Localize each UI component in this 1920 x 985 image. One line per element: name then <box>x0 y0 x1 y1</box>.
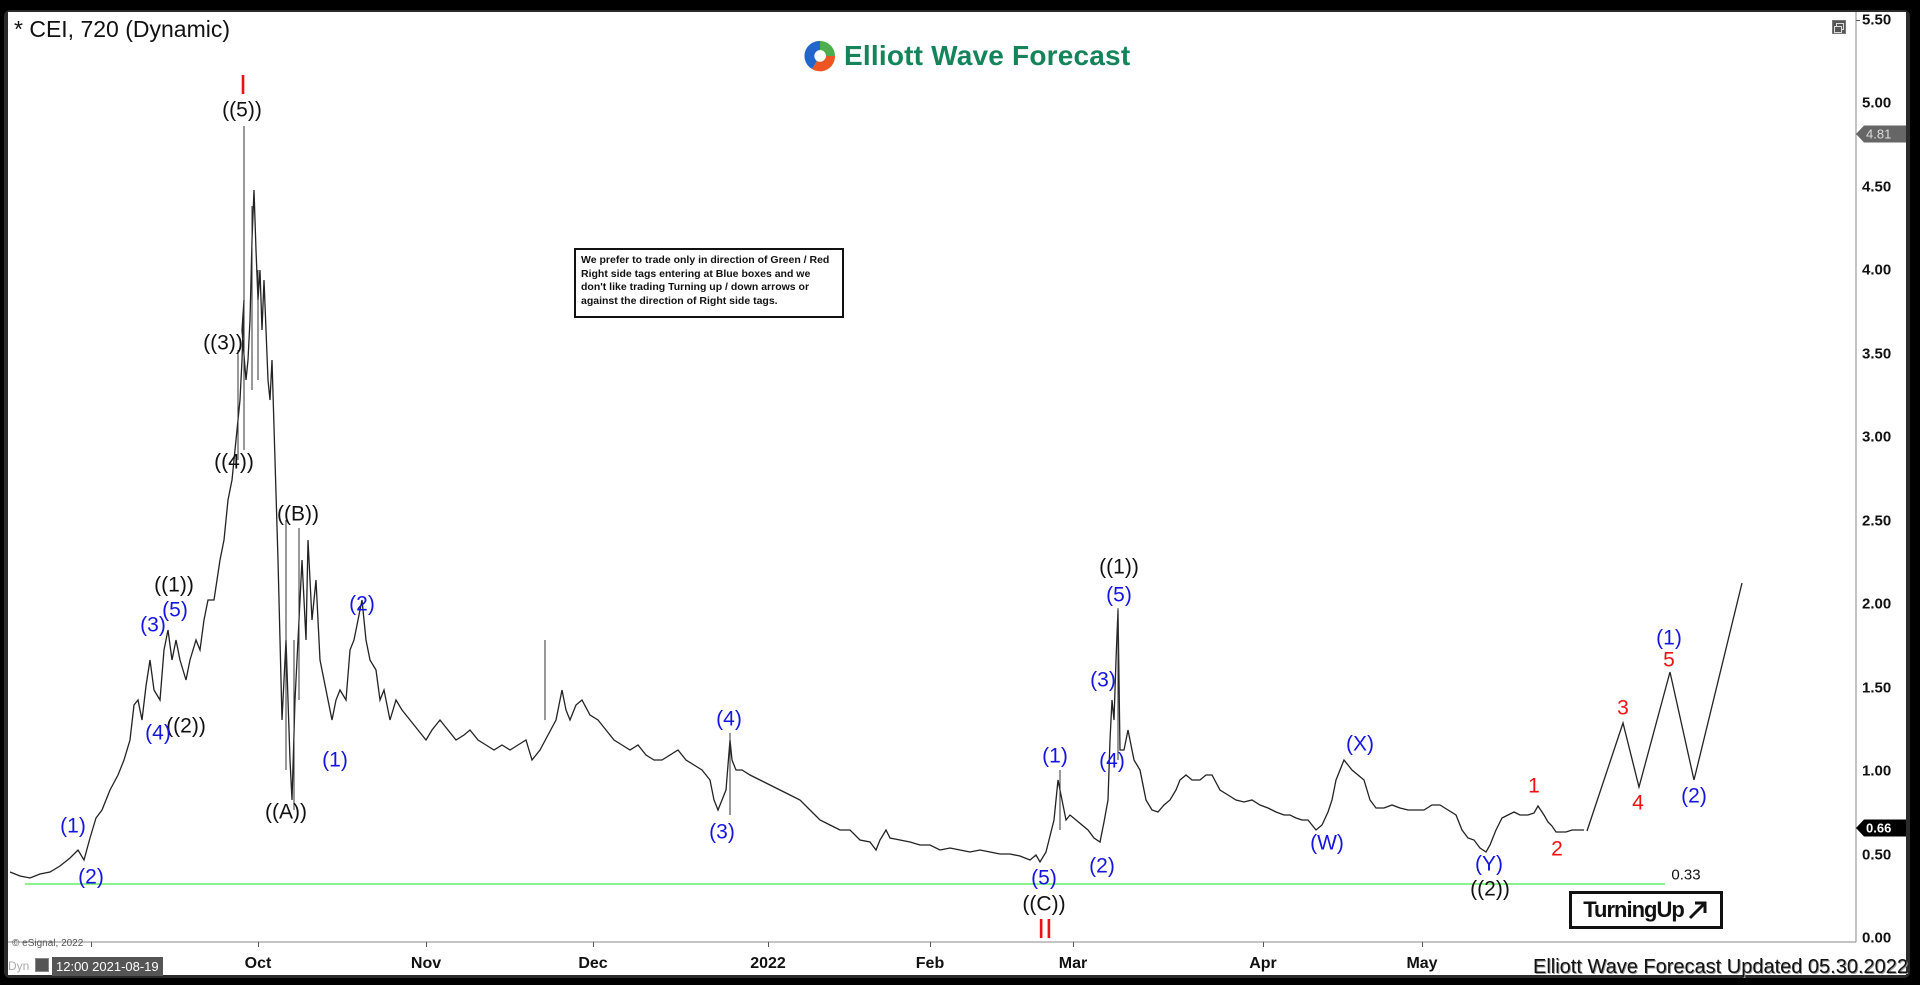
wave-label: ((B)) <box>277 502 319 526</box>
wave-label: (4) <box>1099 749 1125 773</box>
ytick-label: 2.00 <box>1862 595 1892 613</box>
restore-window-icon[interactable] <box>1832 20 1846 34</box>
xtick-label: Mar <box>1058 955 1088 972</box>
ytick-label: 1.00 <box>1862 762 1892 780</box>
wave-label: 5 <box>1663 648 1675 672</box>
xtick-label: 2022 <box>750 955 786 972</box>
support-level-label: 0.33 <box>1671 866 1701 884</box>
wave-label: ((4)) <box>214 450 254 474</box>
wave-label: (5) <box>162 598 188 622</box>
wave-label: (2) <box>349 592 375 616</box>
ytick-label: 3.50 <box>1862 345 1892 363</box>
logo-text: Elliott Wave Forecast <box>844 40 1131 71</box>
brand-logo: Elliott Wave Forecast <box>802 38 1130 74</box>
swirl-logo-icon <box>804 40 836 72</box>
wave-label-II: II <box>1037 913 1053 944</box>
xtick-label: Dec <box>578 955 608 972</box>
chart-title: * CEI, 720 (Dynamic) <box>14 16 231 42</box>
wave-label: 3 <box>1617 696 1629 720</box>
xtick-label: Apr <box>1249 955 1277 972</box>
wave-label: (4) <box>716 707 742 731</box>
wave-label: (3) <box>1090 668 1116 692</box>
wave-label: (1) <box>60 814 86 838</box>
ytick-label: 2.50 <box>1862 512 1892 530</box>
trading-notice: We prefer to trade only in direction of … <box>574 248 844 318</box>
xtick-label: May <box>1406 955 1438 972</box>
time-axis[interactable] <box>8 942 1856 975</box>
price-path <box>9 189 1584 879</box>
ytick-label: 5.50 <box>1862 11 1892 29</box>
ytick-label: 0.50 <box>1862 846 1892 864</box>
dynamic-toggle[interactable]: Dyn <box>8 959 30 973</box>
xtick-label: Nov <box>410 955 442 972</box>
ytick-label: 4.50 <box>1862 178 1892 196</box>
wave-label: 4 <box>1632 791 1644 815</box>
turning-up-badge: TurningUp <box>1569 891 1723 929</box>
wave-label: (Y) <box>1475 852 1503 876</box>
wave-label: (2) <box>78 865 104 889</box>
wave-label-I: I <box>239 69 247 100</box>
lock-icon[interactable] <box>35 958 49 972</box>
wave-label: ((3)) <box>203 331 243 355</box>
ytick-label: 0.00 <box>1862 929 1892 947</box>
wave-label: (W) <box>1310 831 1344 855</box>
last-price-tag: 0.66 <box>1856 819 1906 837</box>
ytick-label: 1.50 <box>1862 679 1892 697</box>
plot-area[interactable] <box>8 12 1856 942</box>
wave-label: (1) <box>1656 626 1682 650</box>
copyright-text: © eSignal, 2022 <box>12 938 84 949</box>
xtick-label: Feb <box>915 955 945 972</box>
xtick-label: Oct <box>244 955 272 972</box>
ytick <box>1856 20 1860 21</box>
cursor-date: 12:00 2021-08-19 <box>52 957 163 976</box>
footer-updated: Elliott Wave Forecast Updated 05.30.2022 <box>1533 956 1909 978</box>
projected-path <box>1586 582 1743 832</box>
arrow-up-right-icon <box>1688 901 1707 920</box>
turning-up-label: TurningUp <box>1583 897 1685 922</box>
wave-label: 1 <box>1528 774 1540 798</box>
wave-label: (2) <box>1089 854 1115 878</box>
wave-label: (2) <box>1681 784 1707 808</box>
wave-label: ((5)) <box>222 98 262 122</box>
wave-label: (1) <box>1042 744 1068 768</box>
wave-label: ((2)) <box>1470 877 1510 901</box>
price-axis[interactable] <box>1856 12 1906 975</box>
wave-label: (3) <box>140 613 166 637</box>
wave-label: (5) <box>1106 583 1132 607</box>
wave-label: (5) <box>1031 866 1057 890</box>
ytick-label: 5.00 <box>1862 94 1892 112</box>
wave-label: (4) <box>145 721 171 745</box>
ytick-label: 3.00 <box>1862 428 1892 446</box>
high-price-tag: 4.81 <box>1856 125 1906 143</box>
wave-label: (3) <box>709 820 735 844</box>
wave-label: ((1)) <box>1099 555 1139 579</box>
ytick-label: 4.00 <box>1862 261 1892 279</box>
wave-label: 2 <box>1551 837 1563 861</box>
wave-label: ((C)) <box>1022 892 1066 916</box>
wave-label: ((A)) <box>265 800 307 824</box>
wave-label: ((1)) <box>154 573 194 597</box>
wave-label: (X) <box>1346 732 1374 756</box>
wave-label: ((2)) <box>166 714 206 738</box>
wave-label: (1) <box>322 748 348 772</box>
